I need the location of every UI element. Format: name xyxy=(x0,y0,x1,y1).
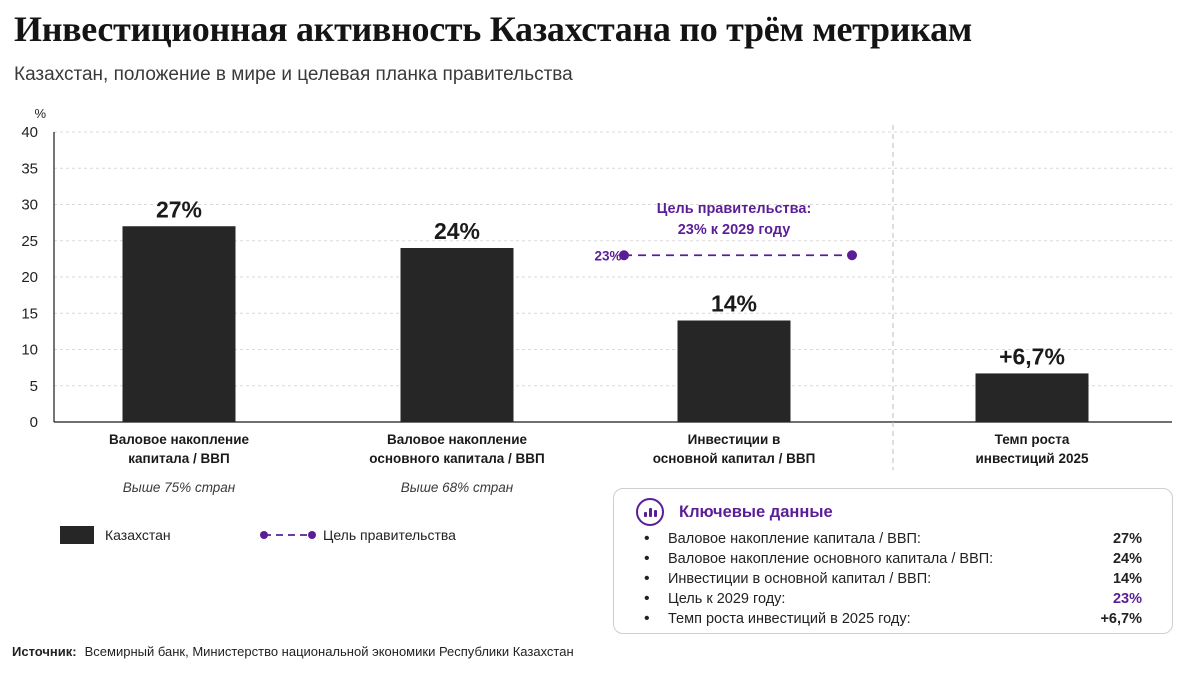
category-label: капитала / ВВП xyxy=(128,451,229,466)
key-item: Валовое накопление основного капитала / … xyxy=(644,549,1142,569)
category-label: Темп роста xyxy=(995,432,1070,447)
bar xyxy=(122,226,236,422)
category-label: основного капитала / ВВП xyxy=(369,451,545,466)
key-item-value: 24% xyxy=(1112,551,1142,567)
bar-value-label: 24% xyxy=(434,218,480,244)
bar xyxy=(975,373,1089,422)
y-tick-label: 10 xyxy=(21,342,38,359)
legend-label: Цель правительства xyxy=(323,527,456,543)
key-item: Темп роста инвестиций в 2025 году: +6,7% xyxy=(644,609,1142,629)
target-point xyxy=(847,250,857,261)
target-point xyxy=(619,250,629,261)
page-subtitle: Казахстан, положение в мире и целевая пл… xyxy=(14,64,573,85)
bar-value-label: 27% xyxy=(156,196,202,222)
key-data-panel: Ключевые данные Валовое накопление капит… xyxy=(613,488,1173,634)
key-item-value: +6,7% xyxy=(1100,611,1142,627)
key-item: Цель к 2029 году: 23% xyxy=(644,589,1142,609)
key-item-label: Темп роста инвестиций в 2025 году: xyxy=(644,609,911,629)
key-item: Инвестиции в основной капитал / ВВП: 14% xyxy=(644,569,1142,589)
key-item-value: 27% xyxy=(1112,531,1142,547)
y-tick-label: 15 xyxy=(21,305,38,322)
y-tick-label: 35 xyxy=(21,160,38,177)
category-label: Валовое накопление xyxy=(109,432,250,447)
key-data-title: Ключевые данные xyxy=(679,502,833,521)
key-data-list: Валовое накопление капитала / ВВП: 27% В… xyxy=(644,529,1142,629)
key-item-label: Валовое накопление капитала / ВВП: xyxy=(644,529,921,549)
category-label: Валовое накопление xyxy=(387,432,528,447)
y-tick-label: 0 xyxy=(30,414,38,431)
legend-label: Казахстан xyxy=(105,527,171,543)
category-note: Выше 75% стран xyxy=(123,480,236,495)
bar xyxy=(400,248,514,422)
legend-swatch-bar xyxy=(60,526,94,544)
key-item-label: Инвестиции в основной капитал / ВВП: xyxy=(644,569,931,589)
category-label: инвестиций 2025 xyxy=(975,451,1088,466)
category-label: Инвестиции в xyxy=(688,432,781,447)
category-label: основной капитал / ВВП xyxy=(653,451,816,466)
y-tick-label: 30 xyxy=(21,197,38,214)
bar-value-label: 14% xyxy=(711,291,757,317)
key-item-value: 14% xyxy=(1112,571,1142,587)
page-title: Инвестиционная активность Казахстана по … xyxy=(14,9,972,49)
y-tick-label: 20 xyxy=(21,269,38,286)
y-tick-label: 5 xyxy=(30,378,38,395)
bar-chart-icon xyxy=(636,498,664,526)
legend-swatch-point xyxy=(308,531,316,539)
y-tick-label: 40 xyxy=(21,124,38,141)
bar xyxy=(677,320,791,422)
key-item-value: 23% xyxy=(1112,591,1142,607)
key-item-label: Цель к 2029 году: xyxy=(644,589,785,609)
source-note: Источник: Всемирный банк, Министерство на… xyxy=(12,644,574,659)
source-label: Источник: xyxy=(12,644,77,659)
key-item: Валовое накопление капитала / ВВП: 27% xyxy=(644,529,1142,549)
legend-swatch-point xyxy=(260,531,268,539)
category-note: Выше 68% стран xyxy=(401,480,514,495)
bar-chart: 0 5 10 15 20 25 30 35 40% 27% Валовое накопление ка… xyxy=(21,106,1172,544)
target-annotation: Цель правительства: xyxy=(657,201,812,217)
source-text: Всемирный банк, Министерство национально… xyxy=(84,644,574,659)
target-annotation: 23% к 2029 году xyxy=(678,222,791,238)
y-axis-unit: % xyxy=(34,106,46,121)
y-tick-label: 25 xyxy=(21,233,38,250)
bar-value-label: +6,7% xyxy=(999,343,1065,369)
target-value-label: 23% xyxy=(594,248,621,263)
key-item-label: Валовое накопление основного капитала / … xyxy=(644,549,993,569)
